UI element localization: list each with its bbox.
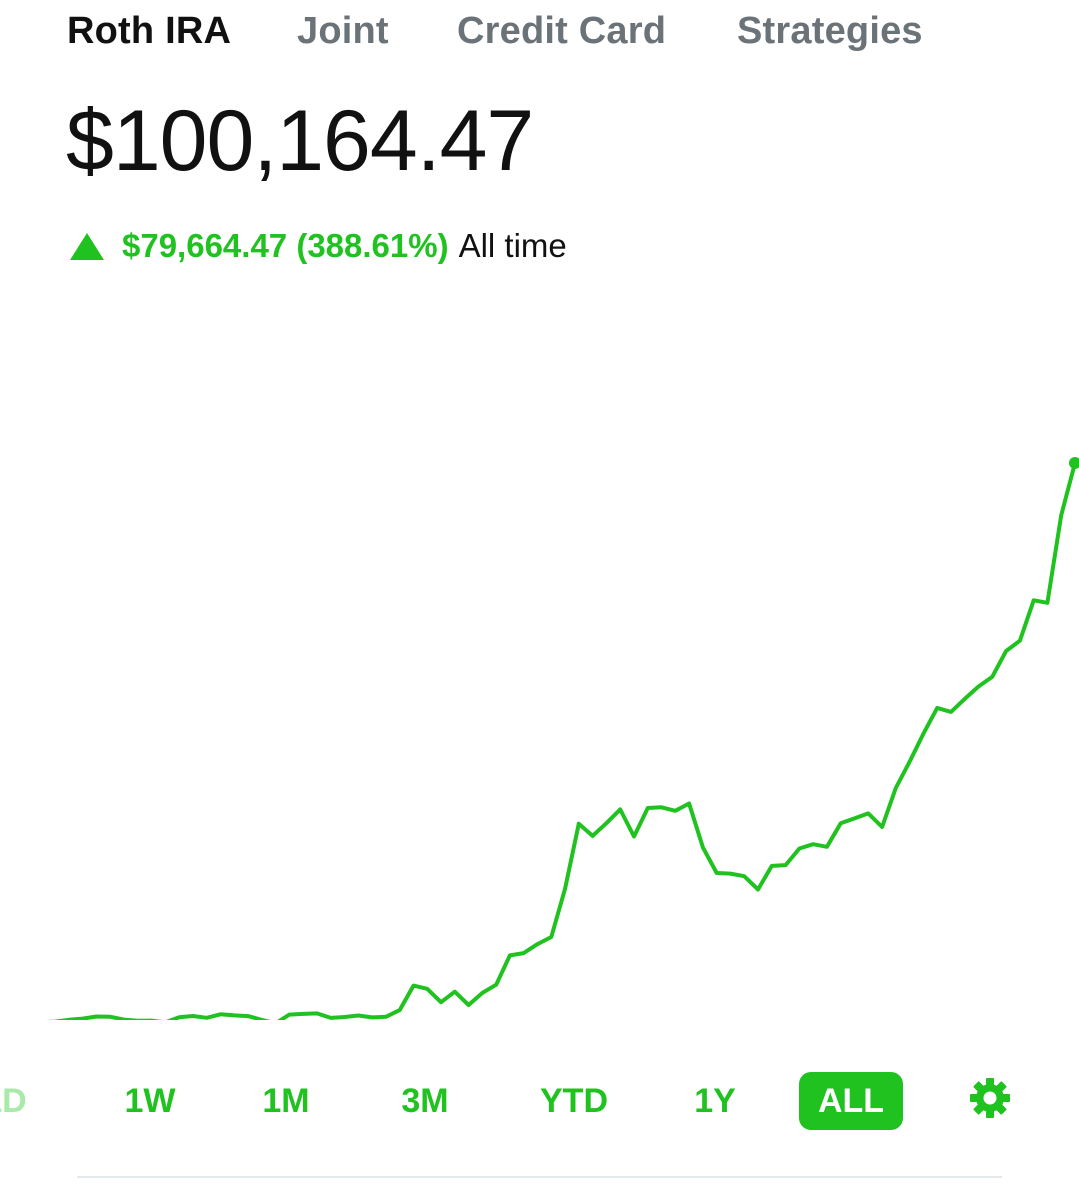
- performance-summary: $79,664.47 (388.61%) All time: [70, 224, 567, 268]
- tab-joint[interactable]: Joint: [297, 10, 389, 52]
- change-period: All time: [458, 227, 567, 264]
- gear-icon[interactable]: [968, 1076, 1012, 1120]
- range-1m[interactable]: 1M: [262, 1082, 310, 1120]
- range-all[interactable]: ALL: [799, 1072, 903, 1130]
- range-1w[interactable]: 1W: [124, 1082, 176, 1120]
- divider: [77, 1176, 1002, 1178]
- range-1d[interactable]: 1D: [0, 1082, 27, 1120]
- range-3m[interactable]: 3M: [401, 1082, 449, 1120]
- tab-strategies[interactable]: Strategies: [737, 10, 923, 52]
- portfolio-line-chart[interactable]: [0, 380, 1079, 1020]
- change-value: $79,664.47 (388.61%): [122, 227, 449, 264]
- tab-credit-card[interactable]: Credit Card: [457, 10, 667, 52]
- up-arrow-icon: [70, 232, 104, 260]
- range-ytd[interactable]: YTD: [540, 1082, 608, 1120]
- time-range-selector: 1D 1W 1M 3M YTD 1Y ALL: [0, 1072, 1079, 1132]
- current-value-dot: [1069, 457, 1079, 469]
- portfolio-value-line: [45, 461, 1077, 1020]
- portfolio-balance: $100,164.47: [66, 93, 534, 189]
- tab-roth-ira[interactable]: Roth IRA: [67, 10, 232, 52]
- range-1y[interactable]: 1Y: [694, 1082, 736, 1120]
